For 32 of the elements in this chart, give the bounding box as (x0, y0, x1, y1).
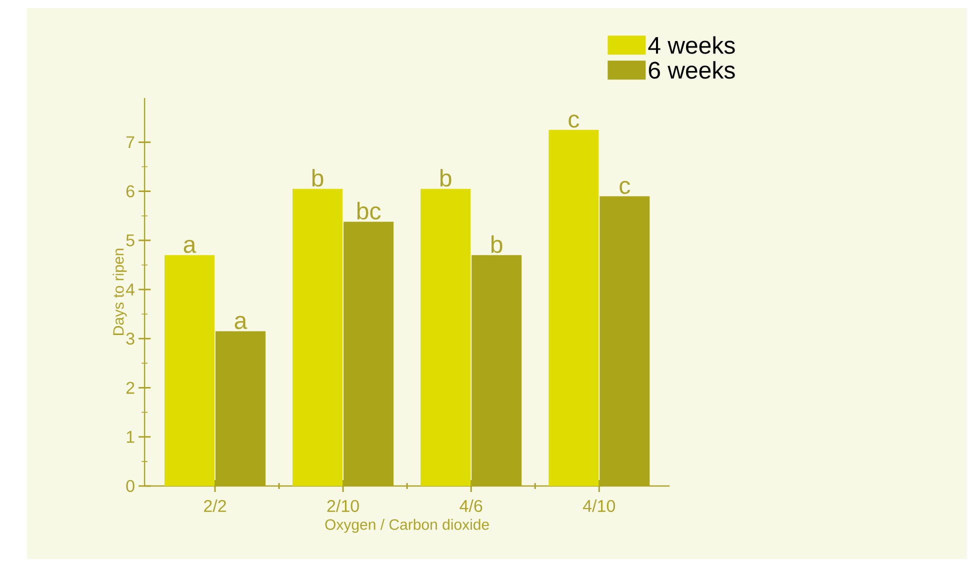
x-axis-title: Oxygen / Carbon dioxide (325, 518, 489, 533)
bar (344, 222, 394, 486)
data-label: b (440, 169, 452, 187)
x-tick-label: 4/10 (583, 500, 616, 512)
bar (216, 331, 266, 486)
data-label: c (620, 180, 630, 194)
bar (548, 130, 599, 486)
data-label: a (184, 240, 196, 253)
data-label: b (312, 169, 324, 187)
y-tick-label: 7 (126, 136, 134, 148)
legend-label: 6 weeks (648, 61, 735, 79)
data-label: b (491, 235, 502, 253)
x-tick-label: 2/10 (327, 500, 359, 512)
data-label: c (568, 114, 580, 128)
y-tick-label: 5 (126, 234, 134, 246)
x-tick-label: 4/6 (460, 500, 482, 512)
y-tick-label: 6 (126, 185, 134, 198)
bar (472, 255, 522, 486)
data-label: bc (357, 202, 381, 220)
legend-label: 4 weeks (648, 36, 735, 54)
bar (164, 255, 215, 486)
y-tick-label: 0 (126, 480, 134, 492)
y-tick-label: 2 (126, 382, 134, 394)
data-label: a (234, 316, 248, 330)
bar (420, 188, 471, 486)
x-tick-label: 2/2 (204, 500, 226, 512)
y-tick-label: 1 (126, 431, 134, 443)
bar (600, 196, 650, 486)
y-tick-label: 3 (126, 332, 134, 345)
bar (292, 188, 343, 486)
y-tick-label: 4 (126, 284, 135, 296)
y-axis-title: Days to ripen (112, 248, 127, 335)
